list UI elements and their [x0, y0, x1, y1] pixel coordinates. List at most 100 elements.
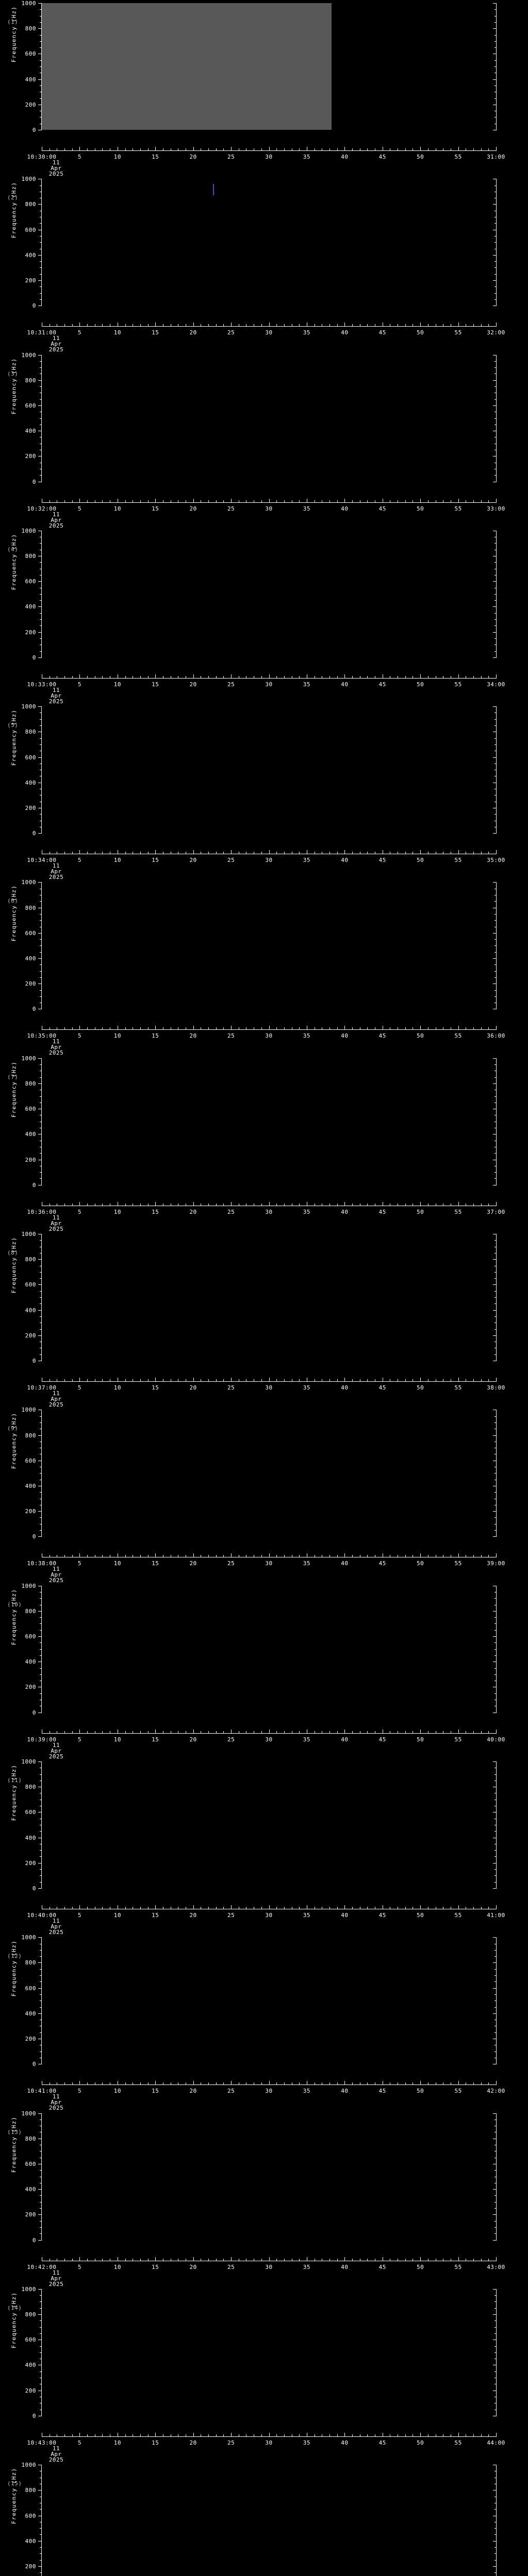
- x-tick: [299, 1203, 300, 1206]
- x-tick: [405, 1203, 406, 1206]
- x-tick: [496, 147, 497, 151]
- y-tick: [40, 1291, 42, 1292]
- y-tick-label: 1000: [21, 351, 36, 359]
- date-day: 11: [52, 2269, 60, 2276]
- y-tick-label: 800: [25, 1784, 36, 1791]
- plot-area[interactable]: [42, 1058, 496, 1185]
- y-axis-label: Frequency (Hz): [10, 182, 18, 239]
- x-tick-label: 15: [152, 1736, 159, 1743]
- x-tick: [140, 1555, 141, 1558]
- plot-area[interactable]: [42, 530, 496, 657]
- x-tick-label: 45: [378, 2439, 386, 2446]
- y-tick: [493, 657, 497, 658]
- x-tick: [481, 1731, 482, 1734]
- x-tick-label: 45: [378, 681, 386, 688]
- x-tick-label: 15: [152, 1032, 159, 1040]
- y-tick: [493, 280, 497, 281]
- date-day: 11: [52, 1917, 60, 1924]
- y-tick: [494, 1630, 497, 1631]
- y-tick: [494, 223, 497, 224]
- x-tick: [420, 850, 421, 855]
- x-tick-label: 55: [454, 505, 462, 512]
- x-tick: [72, 1379, 73, 1382]
- x-tick: [231, 674, 232, 679]
- y-tick: [40, 361, 42, 362]
- plot-area[interactable]: [42, 354, 496, 482]
- y-tick: [494, 2221, 497, 2222]
- x-tick: [412, 1203, 414, 1206]
- x-tick: [405, 2082, 406, 2086]
- x-tick: [352, 1027, 353, 1030]
- plot-area[interactable]: [42, 2465, 496, 2576]
- x-tick-label: 50: [417, 329, 424, 336]
- y-tick: [40, 1517, 42, 1518]
- x-tick: [458, 147, 459, 151]
- x-tick: [412, 324, 414, 327]
- x-tick: [155, 147, 156, 151]
- x-tick: [64, 2258, 65, 2261]
- x-tick: [64, 2082, 65, 2086]
- plot-area[interactable]: [42, 2289, 496, 2416]
- y-tick: [494, 2560, 497, 2561]
- y-tick: [494, 638, 497, 639]
- x-tick-label: 42:00: [487, 2088, 505, 2095]
- panel-index-label: (13): [7, 2128, 22, 2136]
- y-tick: [494, 299, 497, 300]
- plot-area[interactable]: [42, 1585, 496, 1713]
- plot-area[interactable]: [42, 3, 496, 130]
- x-tick-label: 20: [189, 681, 197, 688]
- y-tick: [493, 2314, 497, 2315]
- plot-area[interactable]: [42, 882, 496, 1009]
- x-tick: [223, 1731, 224, 1734]
- x-tick: [458, 1553, 459, 1558]
- y-tick: [40, 1240, 42, 1241]
- date-year: 2025: [48, 1225, 64, 1232]
- x-tick-label: 10:43:00: [27, 2439, 57, 2446]
- plot-area[interactable]: [42, 2113, 496, 2240]
- plot-area[interactable]: [42, 1234, 496, 1361]
- plot-area[interactable]: [42, 1761, 496, 1888]
- x-tick-label: 15: [152, 1560, 159, 1567]
- x-tick: [284, 1731, 285, 1734]
- y-tick: [494, 1850, 497, 1851]
- plot-area[interactable]: [42, 1410, 496, 1537]
- x-tick: [125, 500, 126, 503]
- y-tick: [494, 1064, 497, 1065]
- x-tick: [193, 147, 194, 151]
- x-tick-label: 5: [77, 2439, 81, 2446]
- x-tick-label: 5: [77, 329, 81, 336]
- y-tick: [38, 79, 42, 80]
- y-tick-label: 400: [25, 2537, 36, 2545]
- x-tick-label: 15: [152, 505, 159, 512]
- x-tick: [79, 498, 80, 503]
- x-tick: [102, 2434, 103, 2437]
- x-tick: [193, 850, 194, 855]
- x-tick: [284, 1203, 285, 1206]
- x-tick: [269, 2432, 270, 2437]
- x-tick-label: 36:00: [487, 1032, 505, 1040]
- plot-area[interactable]: [42, 1937, 496, 2064]
- y-tick: [494, 98, 497, 99]
- y-tick-label: 600: [25, 2512, 36, 2519]
- y-tick: [494, 1278, 497, 1279]
- x-tick: [125, 2258, 126, 2261]
- x-tick-label: 10:34:00: [27, 857, 57, 864]
- x-tick: [231, 1201, 232, 1206]
- y-tick: [494, 22, 497, 23]
- y-tick: [38, 280, 42, 281]
- plot-area[interactable]: [42, 179, 496, 306]
- x-tick: [64, 675, 65, 679]
- x-tick: [276, 1379, 277, 1382]
- date-label: 11 Apr 2025: [42, 2270, 71, 2287]
- y-tick: [494, 242, 497, 243]
- x-tick: [276, 1555, 277, 1558]
- plot-area[interactable]: [42, 706, 496, 834]
- x-tick: [223, 324, 224, 327]
- y-tick: [40, 418, 42, 419]
- x-tick-label: 30: [265, 1208, 273, 1215]
- x-tick: [261, 324, 262, 327]
- x-tick-label: 35: [303, 2439, 311, 2446]
- x-tick: [193, 1378, 194, 1382]
- y-tick-label: 600: [25, 578, 36, 585]
- date-day: 11: [52, 1214, 60, 1221]
